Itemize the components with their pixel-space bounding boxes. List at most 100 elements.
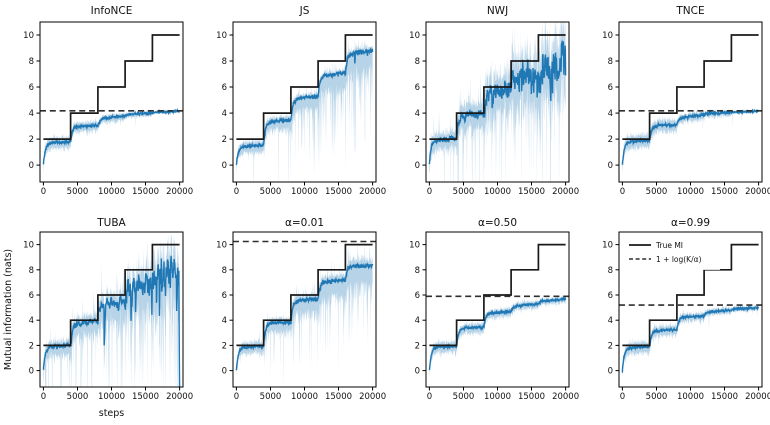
confidence-band: [236, 38, 373, 182]
x-tick-label: 10000: [291, 187, 318, 197]
y-tick-label: 10: [23, 241, 34, 251]
x-tick-label: 15000: [518, 187, 545, 197]
y-tick-label: 4: [222, 109, 227, 119]
plot-area: [235, 34, 374, 182]
y-tick-label: 10: [409, 31, 420, 41]
y-tick-label: 0: [608, 367, 613, 377]
x-tick-label: 15000: [711, 187, 738, 197]
x-tick-label: 0: [234, 392, 239, 402]
y-tick-label: 8: [222, 266, 227, 276]
x-tick-label: 10000: [484, 392, 511, 402]
plot-area: [42, 232, 181, 387]
y-tick-label: 6: [222, 291, 227, 301]
plot-area: [619, 243, 762, 380]
y-tick-label: 2: [222, 341, 227, 351]
x-tick-label: 20000: [552, 392, 579, 402]
confidence-band: [622, 303, 759, 380]
y-tick-label: 0: [222, 161, 227, 171]
y-tick-label: 4: [29, 109, 34, 119]
confidence-band: [429, 22, 566, 182]
x-tick-label: 10000: [484, 187, 511, 197]
x-axis-label: steps: [99, 408, 125, 419]
y-tick-label: 6: [415, 291, 420, 301]
legend: True MI 1 + log(K/α): [624, 236, 720, 270]
true-mi-step-line: [236, 243, 373, 347]
y-tick-label: 8: [222, 57, 227, 67]
x-tick-label: 5000: [67, 392, 89, 402]
true-mi-step-line: [236, 34, 373, 140]
true-mi-step-line: [622, 34, 759, 140]
y-tick-label: 8: [608, 266, 613, 276]
y-tick-label: 10: [602, 31, 613, 41]
panel-title: α=0.50: [478, 217, 517, 229]
true-mi-step-line: [43, 243, 180, 347]
y-tick-label: 6: [29, 83, 34, 93]
y-tick-label: 4: [608, 316, 613, 326]
confidence-band: [43, 232, 180, 387]
y-axis-label: Mutual information (nats): [3, 249, 14, 370]
y-tick-label: 4: [415, 109, 420, 119]
x-tick-label: 10000: [677, 187, 704, 197]
y-tick-label: 0: [222, 367, 227, 377]
x-tick-label: 5000: [453, 187, 475, 197]
y-tick-label: 2: [608, 135, 613, 145]
y-tick-label: 10: [23, 31, 34, 41]
subplot-infonce: 0 2 4 6 8 10 0 5000 10000 15000 20000 InfoNCE: [23, 5, 193, 197]
y-tick-label: 4: [222, 316, 227, 326]
subplot-alpha-099: 0 2 4 6 8 10 0 5000 10000 15000 20000 α=0.99 True MI…: [602, 217, 770, 402]
y-tick-label: 8: [29, 57, 34, 67]
subplot-nwj: 0 2 4 6 8 10 0 5000 10000 15000 20000 NWJ: [409, 5, 579, 197]
x-tick-label: 10000: [677, 392, 704, 402]
x-tick-label: 10000: [98, 187, 125, 197]
y-tick-label: 10: [409, 241, 420, 251]
plot-area: [619, 34, 762, 173]
y-tick-label: 6: [222, 83, 227, 93]
panel-title: TUBA: [96, 217, 126, 229]
y-tick-label: 6: [415, 83, 420, 93]
axes-spines: [39, 21, 184, 183]
true-mi-step-line: [429, 34, 566, 140]
x-tick-label: 5000: [67, 187, 89, 197]
y-tick-label: 10: [602, 241, 613, 251]
subplot-tuba: 0 2 4 6 8 10 0 5000 10000 15000 20000 TUBA steps Mutu…: [3, 217, 193, 419]
x-tick-label: 15000: [518, 392, 545, 402]
y-tick-label: 0: [415, 367, 420, 377]
x-tick-label: 5000: [646, 187, 668, 197]
x-tick-label: 10000: [98, 392, 125, 402]
panel-title: α=0.99: [671, 217, 710, 229]
plot-area: [428, 22, 567, 182]
x-tick-label: 0: [427, 392, 432, 402]
plot-area: [426, 243, 569, 378]
y-tick-label: 2: [222, 135, 227, 145]
y-tick-label: 0: [608, 161, 613, 171]
subplot-alpha-001: 0 2 4 6 8 10 0 5000 10000 15000 20000 α=0.01: [216, 217, 386, 402]
y-tick-label: 8: [415, 266, 420, 276]
x-tick-label: 0: [620, 392, 625, 402]
panel-title: α=0.01: [285, 217, 324, 229]
mi-estimate-line: [621, 108, 760, 165]
panel-title: NWJ: [487, 5, 508, 17]
x-tick-label: 20000: [166, 187, 193, 197]
y-tick-label: 4: [608, 109, 613, 119]
x-tick-label: 0: [234, 187, 239, 197]
x-tick-label: 15000: [325, 392, 352, 402]
y-tick-label: 8: [608, 57, 613, 67]
x-tick-label: 20000: [552, 187, 579, 197]
y-tick-label: 2: [29, 135, 34, 145]
subplot-tnce: 0 2 4 6 8 10 0 5000 10000 15000 20000 TNCE: [602, 5, 770, 197]
y-tick-label: 8: [29, 266, 34, 276]
x-tick-label: 20000: [745, 392, 770, 402]
mi-estimate-line: [235, 46, 374, 165]
y-tick-label: 0: [415, 161, 420, 171]
y-tick-label: 4: [29, 316, 34, 326]
y-tick-label: 6: [608, 291, 613, 301]
x-tick-label: 5000: [260, 392, 282, 402]
true-mi-step-line: [43, 34, 180, 140]
y-tick-label: 0: [29, 161, 34, 171]
y-tick-label: 2: [415, 135, 420, 145]
x-tick-label: 0: [41, 187, 46, 197]
confidence-band: [43, 109, 180, 173]
confidence-band: [429, 295, 566, 378]
x-tick-label: 20000: [359, 392, 386, 402]
